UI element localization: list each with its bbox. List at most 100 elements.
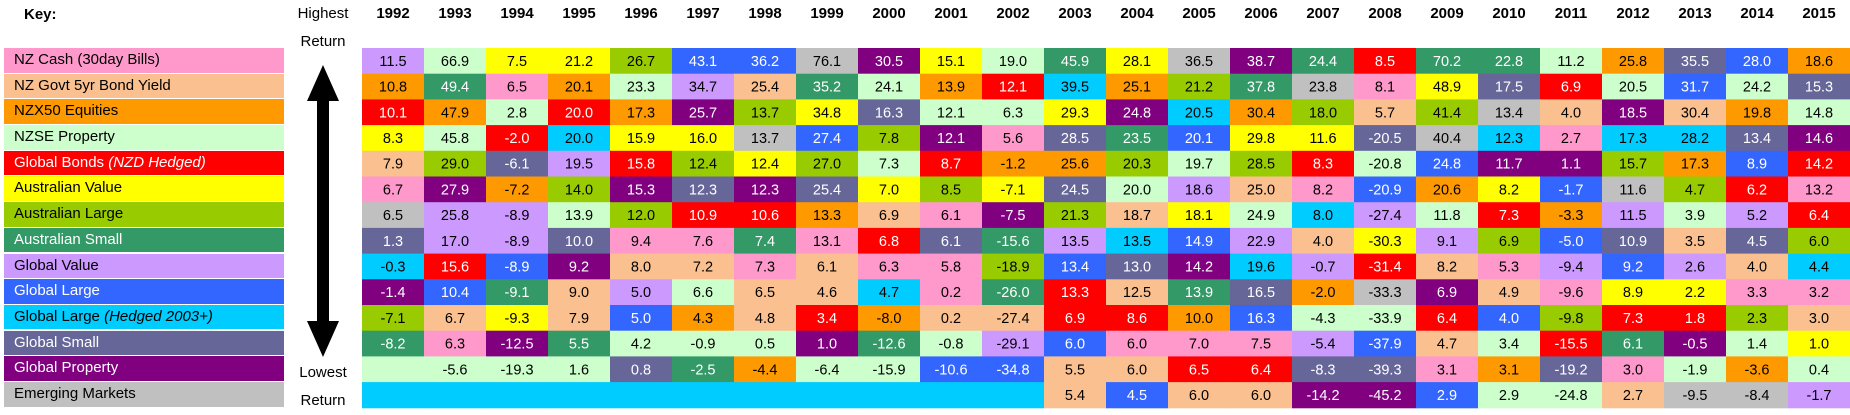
cell-globalbonds xyxy=(1416,305,1479,332)
cell-nzse xyxy=(424,48,487,75)
cell-globalsmall xyxy=(1106,253,1169,280)
cell-nzse xyxy=(858,150,921,177)
cell-globallarge xyxy=(1230,305,1293,332)
cell-value: 20.5 xyxy=(1185,105,1213,121)
cell-aussmall xyxy=(486,279,549,306)
cell-globalbonds xyxy=(1230,356,1293,383)
cell-value: 12.3 xyxy=(751,182,779,198)
cell-value: 6.0 xyxy=(1065,337,1085,353)
cell-value: -14.2 xyxy=(1306,388,1339,404)
cell-value: -33.9 xyxy=(1368,311,1401,327)
cell-value: 15.3 xyxy=(627,182,655,198)
cell-value: -20.8 xyxy=(1368,157,1401,173)
highest-return-label: Highest Return xyxy=(288,0,358,56)
cell-value: 2.2 xyxy=(1685,285,1705,301)
cell-globalproperty xyxy=(1292,382,1355,409)
cell-value: 11.8 xyxy=(1433,208,1460,224)
cell-globalproperty xyxy=(1416,279,1479,306)
cell-value: 6.4 xyxy=(1809,208,1829,224)
cell-value: 7.3 xyxy=(755,259,775,275)
cell-nzbond xyxy=(1788,305,1850,332)
cell-value: 0.4 xyxy=(1809,362,1829,378)
cell-nzcash xyxy=(1292,176,1355,203)
cell-globallargehedged xyxy=(1292,202,1355,229)
cell-globallargehedged xyxy=(1664,125,1727,152)
cell-value: -8.3 xyxy=(1311,362,1336,378)
cell-nzse xyxy=(1540,382,1603,409)
cell-nzcash xyxy=(1416,356,1479,383)
cell-value: 27.0 xyxy=(813,157,841,173)
cell-globalvalue xyxy=(548,150,611,177)
cell-globalsmall xyxy=(796,176,859,203)
legend-label: Global Large xyxy=(14,282,100,300)
cell-value: -18.9 xyxy=(996,259,1029,275)
cell-nzbond xyxy=(734,279,797,306)
cell-globalproperty xyxy=(486,330,549,357)
cell-globallarge xyxy=(1416,150,1479,177)
year-label: 1996 xyxy=(624,5,658,22)
cell-globallargehedged xyxy=(548,382,611,409)
cell-globallargehedged xyxy=(858,382,921,409)
cell-value: 41.4 xyxy=(1433,105,1461,121)
cell-globallargehedged xyxy=(424,382,487,409)
cell-value: 25.7 xyxy=(689,105,717,121)
cell-nzcash xyxy=(920,253,983,280)
cell-value: -9.4 xyxy=(1559,259,1584,275)
cell-value: 14.9 xyxy=(1185,234,1213,250)
cell-value: 6.4 xyxy=(1437,311,1457,327)
cell-globalbonds xyxy=(1354,48,1417,75)
cell-auslarge xyxy=(1478,227,1541,255)
cell-nzbond xyxy=(1230,382,1293,409)
cell-value: -15.5 xyxy=(1554,337,1587,353)
cell-nzbond xyxy=(1106,356,1169,383)
cell-value: 6.0 xyxy=(1127,337,1147,353)
cell-value: 36.5 xyxy=(1185,54,1213,70)
cell-value: 18.1 xyxy=(1185,208,1213,224)
cell-value: 3.5 xyxy=(1685,234,1705,250)
legend-item-globallargehedged: Global Large (Hedged 2003+) xyxy=(4,304,284,330)
cell-value: -8.4 xyxy=(1745,388,1770,404)
cell-ausvalue xyxy=(1292,125,1355,152)
cell-globallargehedged xyxy=(1478,125,1541,152)
cell-nzcash xyxy=(920,202,983,229)
cell-globalproperty xyxy=(1106,99,1169,126)
cell-value: 2.9 xyxy=(1437,388,1457,404)
cell-globallargehedged xyxy=(1230,253,1293,280)
cell-value: 4.0 xyxy=(1561,105,1581,121)
cell-value: 24.1 xyxy=(875,80,903,96)
cell-nzse xyxy=(920,330,983,357)
cell-value: 45.8 xyxy=(441,131,469,147)
cell-value: 6.9 xyxy=(1499,234,1519,250)
cell-value: 8.1 xyxy=(1375,80,1395,96)
cell-aussmall xyxy=(982,279,1045,306)
legend-label: NZ Govt 5yr Bond Yield xyxy=(14,76,171,94)
cell-value: 5.6 xyxy=(1003,131,1023,147)
cell-nzbond xyxy=(1106,279,1169,306)
cell-value: 14.8 xyxy=(1805,105,1833,121)
cell-value: 11.7 xyxy=(1495,157,1522,173)
cell-emerging xyxy=(734,125,797,152)
cell-globallarge xyxy=(672,48,735,75)
cell-value: 3.4 xyxy=(1499,337,1519,353)
cell-value: 8.6 xyxy=(1127,311,1147,327)
cell-value: 27.4 xyxy=(813,131,841,147)
cell-value: 25.0 xyxy=(1247,182,1275,198)
cell-globalbonds xyxy=(1354,253,1417,280)
cell-value: 10.4 xyxy=(441,285,469,301)
cell-globalproperty xyxy=(1230,48,1293,75)
cell-emerging xyxy=(1478,99,1541,126)
cell-globalsmall xyxy=(1292,356,1355,383)
cell-auslarge xyxy=(1416,99,1479,126)
cell-nzbond xyxy=(610,253,673,280)
cell-globalvalue xyxy=(424,227,487,255)
cell-nzcash xyxy=(1540,279,1603,306)
cell-value: 12.3 xyxy=(689,182,717,198)
cell-globalbonds xyxy=(1664,305,1727,332)
cell-value: 2.3 xyxy=(1747,311,1767,327)
cell-value: 22.9 xyxy=(1247,234,1275,250)
cell-value: 5.5 xyxy=(569,337,589,353)
cell-globalvalue xyxy=(1602,202,1665,229)
cell-globalproperty xyxy=(362,279,425,306)
cell-value: -0.7 xyxy=(1311,259,1336,275)
cell-value: -19.2 xyxy=(1554,362,1587,378)
